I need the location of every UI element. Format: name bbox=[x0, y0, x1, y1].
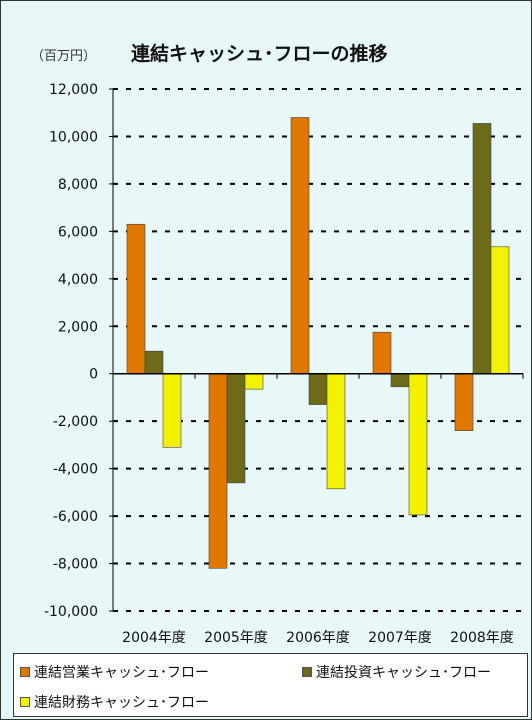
legend-label-financing: 連結財務キャッシュ･フロー bbox=[34, 695, 209, 711]
bar bbox=[308, 373, 328, 405]
y-tick-label: -6,000 bbox=[53, 509, 98, 525]
bar bbox=[290, 117, 310, 375]
y-tick-label: 10,000 bbox=[49, 129, 98, 145]
legend-swatch-operating bbox=[20, 667, 30, 677]
x-tick-label: 2008年度 bbox=[450, 630, 514, 646]
x-tick-label: 2004年度 bbox=[122, 630, 186, 646]
y-tick-label: 12,000 bbox=[49, 82, 98, 98]
bar bbox=[126, 223, 146, 375]
y-tick-label: -8,000 bbox=[53, 557, 98, 573]
bar bbox=[326, 373, 346, 490]
y-tick-label: 0 bbox=[89, 367, 98, 383]
y-tick-label: 4,000 bbox=[58, 272, 98, 288]
legend-item-operating: 連結営業キャッシュ･フロー bbox=[20, 662, 209, 682]
bar bbox=[454, 373, 474, 431]
bar bbox=[408, 373, 428, 516]
legend-item-investing: 連結投資キャッシュ･フロー bbox=[302, 662, 491, 682]
x-tick-label: 2005年度 bbox=[204, 630, 268, 646]
legend-swatch-investing bbox=[302, 667, 312, 677]
bar bbox=[162, 373, 182, 448]
bar bbox=[472, 123, 492, 375]
bar bbox=[390, 373, 410, 388]
plot-area: 12,000 10,000 8,000 6,000 4,000 2,000 0 -2,000 -… bbox=[44, 82, 524, 646]
legend-swatch-financing bbox=[20, 697, 30, 707]
y-tick-label: -2,000 bbox=[53, 414, 98, 430]
x-tick-label: 2006年度 bbox=[286, 630, 350, 646]
bar bbox=[226, 373, 246, 484]
bar bbox=[244, 373, 264, 390]
y-tick-label: 2,000 bbox=[58, 319, 98, 335]
bar bbox=[208, 373, 228, 569]
unit-label: （百万円） bbox=[31, 49, 97, 64]
y-tick-label: -4,000 bbox=[53, 462, 98, 478]
legend-label-operating: 連結営業キャッシュ･フロー bbox=[34, 665, 209, 681]
bar bbox=[144, 350, 164, 375]
bar bbox=[372, 331, 392, 375]
x-tick-label: 2007年度 bbox=[368, 630, 432, 646]
bar bbox=[490, 246, 510, 375]
y-tick-label: 6,000 bbox=[58, 224, 98, 240]
y-tick-label: 8,000 bbox=[58, 177, 98, 193]
legend-item-financing: 連結財務キャッシュ･フロー bbox=[20, 692, 209, 712]
y-tick-label: -10,000 bbox=[44, 604, 98, 620]
chart-title: 連結キャッシュ･フローの推移 bbox=[131, 43, 388, 65]
legend: 連結営業キャッシュ･フロー 連結投資キャッシュ･フロー 連結財務キャッシュ･フロ… bbox=[13, 653, 528, 717]
legend-label-investing: 連結投資キャッシュ･フロー bbox=[316, 665, 491, 681]
